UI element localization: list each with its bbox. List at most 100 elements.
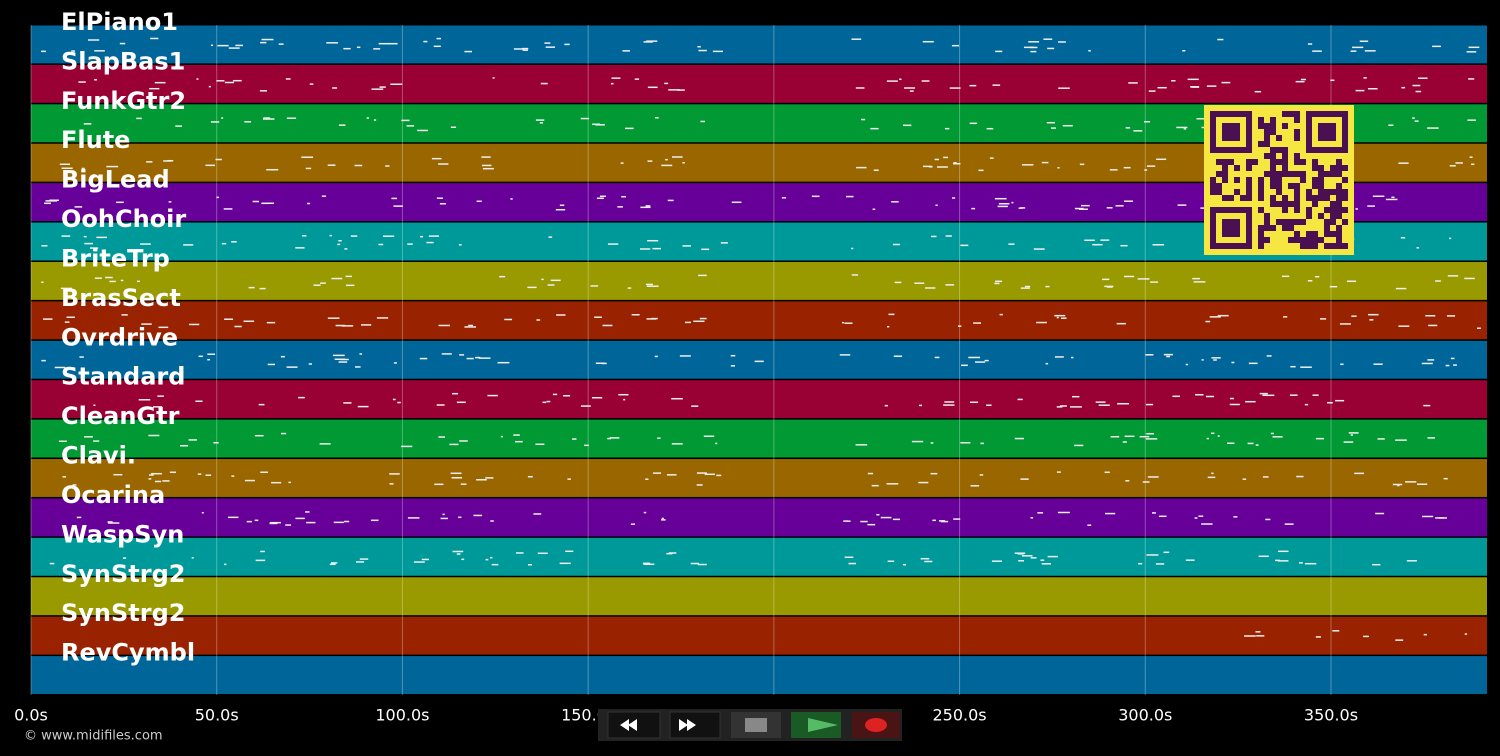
qr-cell	[1270, 183, 1276, 189]
note	[1315, 636, 1321, 638]
note	[1281, 275, 1290, 278]
qr-cell	[1282, 123, 1288, 129]
note	[136, 117, 142, 120]
note	[1054, 356, 1064, 358]
note	[1242, 478, 1247, 480]
note	[288, 481, 291, 484]
note	[475, 356, 481, 359]
note	[1398, 325, 1410, 327]
qr-cell	[1258, 177, 1264, 183]
note	[514, 440, 523, 443]
note	[1079, 208, 1088, 210]
note	[1146, 554, 1159, 556]
note	[301, 156, 314, 158]
qr-cell	[1300, 171, 1306, 177]
note	[216, 196, 220, 199]
note	[1030, 50, 1037, 53]
note	[319, 443, 331, 445]
note	[373, 48, 381, 50]
note	[149, 474, 154, 476]
forward-button[interactable]	[669, 711, 721, 739]
note	[928, 166, 933, 168]
note	[327, 164, 336, 166]
stop-button[interactable]	[731, 712, 781, 738]
note	[591, 396, 603, 399]
note	[420, 235, 424, 238]
note	[376, 317, 389, 319]
note	[1147, 476, 1159, 478]
note	[191, 557, 194, 559]
note	[989, 157, 994, 159]
note	[1057, 167, 1060, 169]
note	[1033, 248, 1045, 250]
qr-cell	[1336, 213, 1342, 219]
note	[198, 355, 203, 358]
note	[951, 197, 956, 199]
note	[661, 164, 673, 167]
note	[338, 239, 342, 242]
rewind-button[interactable]	[607, 711, 661, 739]
qr-cell	[1258, 141, 1264, 147]
play-button[interactable]	[791, 712, 841, 738]
note	[428, 235, 440, 237]
note	[260, 550, 265, 553]
qr-cell	[1318, 177, 1324, 183]
note	[261, 38, 274, 41]
note	[1057, 511, 1070, 514]
note	[208, 85, 211, 88]
note	[844, 322, 853, 324]
qr-cell	[1336, 225, 1342, 231]
note	[295, 517, 305, 520]
note	[873, 169, 879, 171]
note	[1421, 362, 1433, 365]
note	[1043, 38, 1053, 40]
qr-cell	[1294, 171, 1300, 177]
track-name: Clavi.	[61, 442, 136, 470]
note	[1211, 357, 1221, 359]
note	[413, 561, 425, 563]
note	[1427, 437, 1435, 439]
note	[366, 117, 370, 119]
note	[357, 405, 369, 408]
note	[60, 287, 72, 290]
qr-cell	[1246, 189, 1252, 195]
note	[1427, 127, 1439, 129]
note	[645, 283, 653, 286]
note	[461, 558, 465, 561]
note	[379, 86, 386, 88]
note	[329, 234, 332, 237]
note	[599, 195, 606, 198]
note	[207, 358, 210, 361]
note	[1295, 80, 1305, 83]
note	[329, 563, 336, 566]
note	[1206, 85, 1217, 87]
note	[969, 401, 979, 404]
note	[260, 471, 269, 474]
note	[1447, 275, 1459, 277]
record-button[interactable]	[852, 712, 900, 738]
note	[961, 364, 968, 367]
note	[489, 556, 493, 559]
note	[298, 396, 305, 399]
note	[1395, 439, 1407, 441]
note	[527, 475, 533, 478]
tick-label: 350.0s	[1304, 706, 1358, 725]
note	[1340, 363, 1344, 366]
qr-cell	[1258, 123, 1264, 129]
note	[932, 519, 936, 522]
qr-cell	[1330, 201, 1336, 207]
qr-cell	[1276, 201, 1282, 207]
note	[970, 485, 980, 487]
note	[1329, 285, 1338, 288]
qr-cell	[1336, 189, 1342, 195]
note	[918, 481, 929, 484]
note	[450, 472, 462, 475]
note	[1152, 244, 1165, 246]
qr-cell	[1282, 195, 1288, 201]
note	[1395, 639, 1404, 641]
qr-cell	[1294, 129, 1300, 135]
note	[666, 552, 673, 555]
note	[1115, 205, 1124, 207]
qr-cell	[1312, 231, 1318, 237]
note	[886, 483, 899, 485]
